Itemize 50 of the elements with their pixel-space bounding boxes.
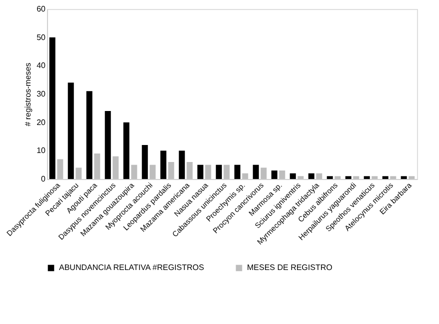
bar: [334, 176, 341, 179]
bar: [242, 173, 248, 179]
bar: [205, 164, 212, 179]
bar: [123, 122, 130, 179]
bar: [271, 170, 278, 179]
bar: [408, 176, 415, 179]
bar: [168, 162, 174, 179]
bar: [68, 82, 74, 179]
bar: [298, 176, 304, 179]
bar: [142, 145, 148, 179]
bar: [279, 170, 286, 179]
bar: [316, 173, 322, 179]
bar: [234, 164, 240, 179]
bar: [390, 176, 396, 179]
bar: [345, 176, 352, 179]
bar: [308, 173, 314, 179]
y-tick-label: 50: [36, 32, 46, 42]
bar: [400, 176, 407, 179]
y-tick-label: 30: [36, 90, 46, 98]
y-axis-title: # registros-meses: [24, 62, 33, 126]
legend-label: ABUNDANCIA RELATIVA #REGISTROS: [59, 263, 204, 272]
legend-label: MESES DE REGISTRO: [247, 263, 332, 272]
bar: [112, 156, 119, 179]
y-tick-label: 40: [36, 61, 46, 70]
bar: [76, 168, 82, 179]
bar: [57, 159, 64, 179]
bar: [186, 162, 193, 179]
bar: [216, 164, 222, 179]
bar: [364, 176, 370, 179]
bar: [104, 111, 111, 179]
bar: [131, 164, 138, 179]
bar: [260, 168, 267, 179]
bar: [326, 176, 333, 179]
bar: [49, 37, 56, 179]
bar: [353, 176, 360, 179]
y-tick-label: 60: [36, 4, 46, 14]
y-tick-label: 20: [36, 118, 46, 127]
y-tick-label: 10: [36, 146, 46, 156]
bar: [382, 176, 388, 179]
bar: [94, 154, 100, 179]
y-tick-label: 0: [41, 174, 46, 184]
bar: [290, 173, 296, 179]
bar: [252, 164, 259, 179]
bar: [86, 91, 92, 179]
bar: [372, 176, 378, 179]
bar: [224, 164, 230, 179]
bar: [178, 150, 185, 179]
bar: [197, 164, 204, 179]
bar: [160, 150, 166, 179]
bar: [150, 164, 156, 179]
